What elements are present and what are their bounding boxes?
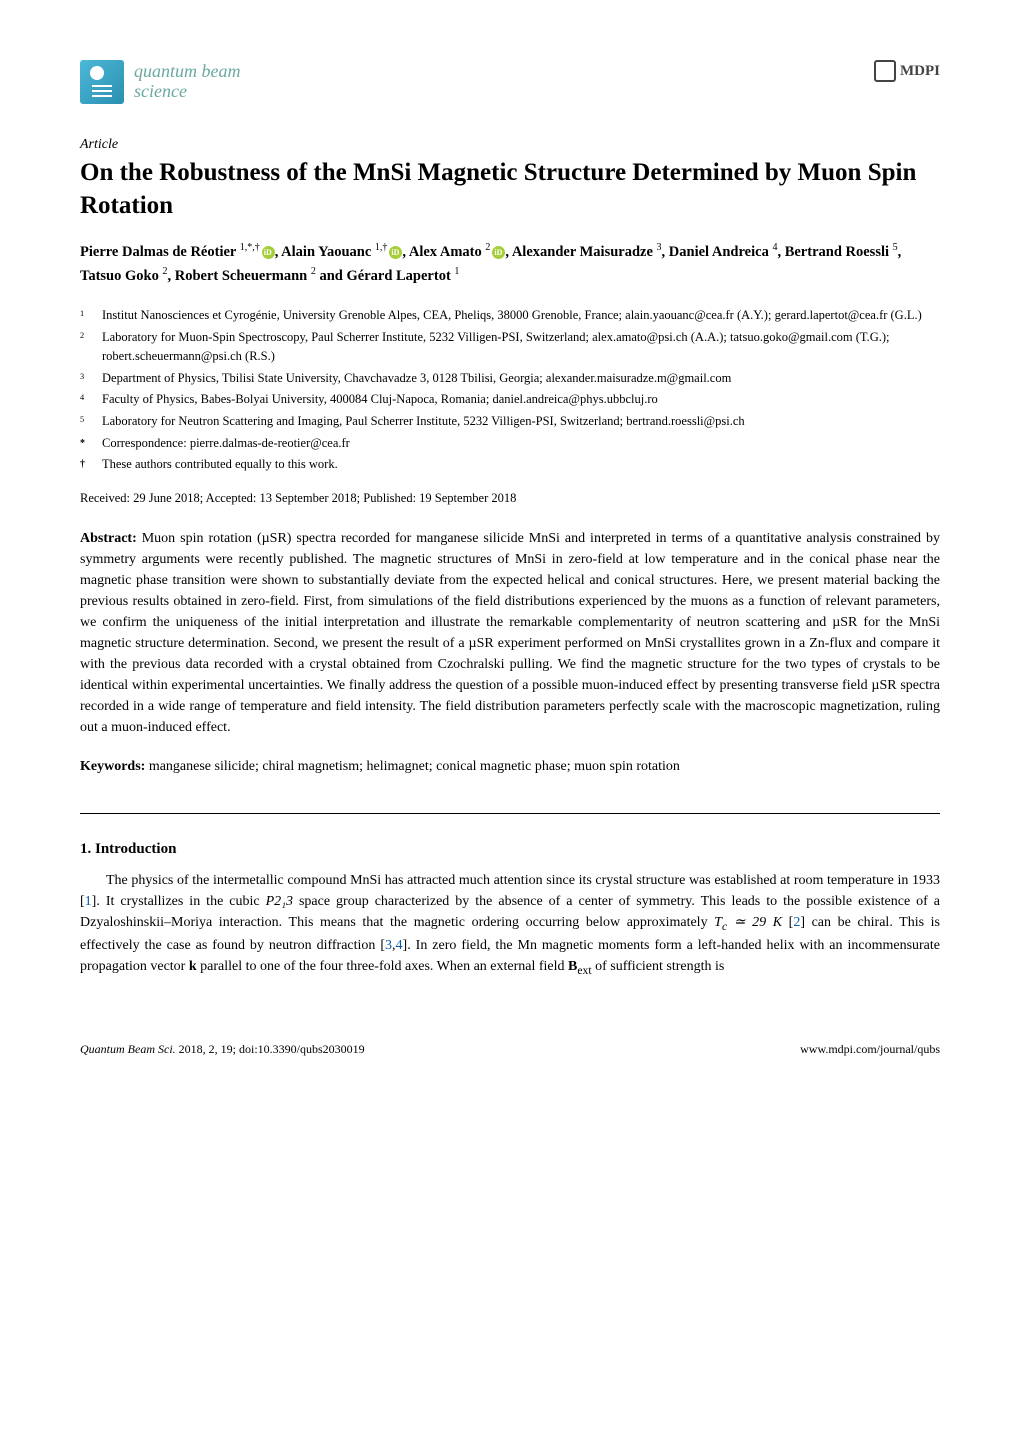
citation-3[interactable]: 3 [385,938,392,953]
keywords-label: Keywords: [80,759,145,774]
affiliation-marker: * [80,434,102,453]
affiliation-text: Correspondence: pierre.dalmas-de-reotier… [102,434,350,453]
affiliation-marker: 4 [80,390,102,410]
affiliations-list: 1Institut Nanosciences et Cyrogénie, Uni… [80,306,940,475]
space-group: P2₁3 [266,894,293,909]
journal-logo: quantum beam science [80,60,241,104]
vector-k: k [189,959,197,974]
mdpi-icon [874,60,896,82]
publication-dates: Received: 29 June 2018; Accepted: 13 Sep… [80,489,940,508]
journal-name: quantum beam science [134,62,241,102]
affiliation-item: 3Department of Physics, Tbilisi State Un… [102,369,940,389]
affiliation-text: Faculty of Physics, Babes-Bolyai Univers… [102,390,658,410]
affiliation-text: Laboratory for Muon-Spin Spectroscopy, P… [102,328,940,367]
affiliation-text: These authors contributed equally to thi… [102,455,338,474]
authors-list: Pierre Dalmas de Réotier 1,*,†, Alain Ya… [80,240,940,288]
header-row: quantum beam science MDPI [80,60,940,104]
publisher-name: MDPI [900,60,940,83]
affiliation-text: Department of Physics, Tbilisi State Uni… [102,369,731,389]
citation-1[interactable]: 1 [85,894,92,909]
affiliation-item: 4Faculty of Physics, Babes-Bolyai Univer… [102,390,940,410]
citation-4[interactable]: 4 [396,938,403,953]
affiliation-item: 1Institut Nanosciences et Cyrogénie, Uni… [102,306,940,326]
journal-name-line1: quantum beam [134,62,241,82]
affiliation-marker: 5 [80,412,102,432]
keywords: Keywords: manganese silicide; chiral mag… [80,756,940,777]
affiliation-item: *Correspondence: pierre.dalmas-de-reotie… [102,434,940,453]
article-title: On the Robustness of the MnSi Magnetic S… [80,157,940,222]
footer-url[interactable]: www.mdpi.com/journal/qubs [800,1040,940,1058]
journal-logo-icon [80,60,124,104]
abstract: Abstract: Muon spin rotation (µSR) spect… [80,528,940,738]
affiliation-item: †These authors contributed equally to th… [102,455,940,474]
affiliation-marker: 3 [80,369,102,389]
affiliation-text: Institut Nanosciences et Cyrogénie, Univ… [102,306,922,326]
affiliation-text: Laboratory for Neutron Scattering and Im… [102,412,745,432]
affiliation-marker: 2 [80,328,102,367]
affiliation-item: 2Laboratory for Muon-Spin Spectroscopy, … [102,328,940,367]
affiliation-item: 5Laboratory for Neutron Scattering and I… [102,412,940,432]
journal-name-line2: science [134,82,241,102]
abstract-label: Abstract: [80,531,137,546]
footer-citation: Quantum Beam Sci. 2018, 2, 19; doi:10.33… [80,1040,365,1058]
affiliation-marker: † [80,455,102,474]
affiliation-marker: 1 [80,306,102,326]
keywords-text: manganese silicide; chiral magnetism; he… [145,759,680,774]
footer-journal: Quantum Beam Sci. [80,1042,176,1056]
section-divider [80,813,940,814]
intro-paragraph-1: The physics of the intermetallic compoun… [80,870,940,980]
abstract-text: Muon spin rotation (µSR) spectra recorde… [80,531,940,735]
page-footer: Quantum Beam Sci. 2018, 2, 19; doi:10.33… [80,1040,940,1058]
footer-doi: 2018, 2, 19; doi:10.3390/qubs2030019 [176,1042,365,1056]
publisher-logo: MDPI [874,60,940,83]
section-heading-introduction: 1. Introduction [80,838,940,861]
article-type: Article [80,134,940,155]
b-ext-sub: ext [577,964,591,977]
b-ext: B [568,959,577,974]
introduction-body: The physics of the intermetallic compoun… [80,870,940,980]
tc-value: Tc ≃ 29 K [714,915,782,930]
